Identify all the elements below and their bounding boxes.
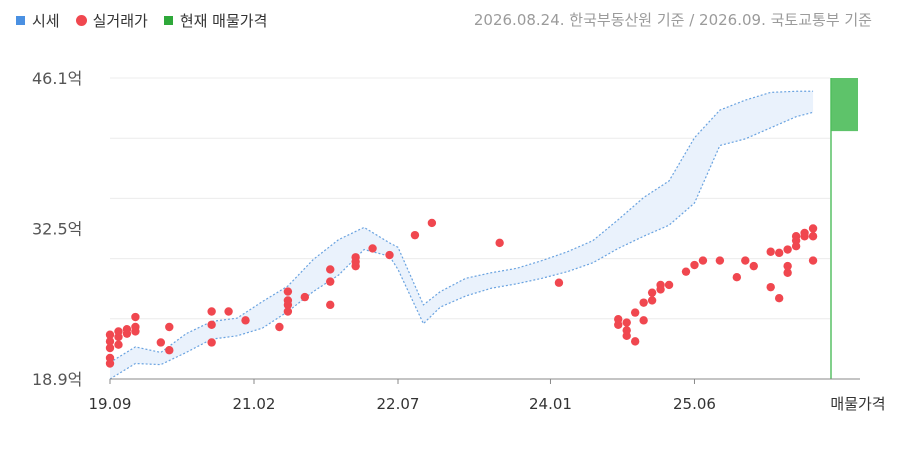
transaction-point <box>224 307 233 316</box>
transaction-point <box>114 340 123 349</box>
axes: 46.1억 32.5억 18.9억 19.09 21.02 22.07 24.01 25.06… <box>32 69 886 413</box>
x-tick-label: 25.06 <box>673 395 716 413</box>
transaction-point <box>647 288 657 297</box>
legend-swatch-listing-price <box>163 15 173 25</box>
transaction-point <box>690 260 699 270</box>
data-source-note: 2026.08.24. 한국부동산원 기준 / 2026.09. 국토교통부 기… <box>473 11 872 29</box>
transaction-point <box>783 268 792 277</box>
x-tick-label: 21.02 <box>233 395 276 413</box>
transaction-point <box>131 312 140 322</box>
transaction-point <box>122 325 132 334</box>
legend-item-listing-price[interactable]: 현재 매물가격 <box>163 10 268 31</box>
transaction-point <box>495 238 504 248</box>
transaction-point <box>275 322 284 332</box>
transaction-point <box>410 230 420 240</box>
transaction-point <box>783 245 792 254</box>
transaction-point <box>808 256 818 265</box>
transaction-point <box>630 308 640 317</box>
transaction-point <box>614 315 623 324</box>
transaction-point <box>622 326 631 335</box>
transaction-point <box>791 232 801 241</box>
x-tick-label: 22.07 <box>377 395 420 413</box>
transaction-point <box>639 298 648 307</box>
transaction-point <box>165 346 174 355</box>
transaction-point <box>283 307 293 316</box>
transaction-point <box>783 261 792 271</box>
transaction-point <box>630 337 640 346</box>
transaction-point <box>207 307 216 316</box>
listing-x-label: 매물가격 <box>830 395 885 413</box>
y-tick-label: 18.9억 <box>32 370 82 389</box>
transaction-point <box>664 280 674 290</box>
market-price-band-area <box>110 91 814 379</box>
transaction-point <box>300 292 310 302</box>
transaction-point <box>427 218 437 228</box>
transaction-point <box>156 338 166 347</box>
x-tick-label: 24.01 <box>529 395 572 413</box>
transaction-point <box>622 318 631 327</box>
transaction-point <box>114 327 123 336</box>
transaction-point <box>207 338 216 347</box>
legend-item-transaction-price[interactable]: 실거래가 <box>75 10 148 31</box>
transaction-point <box>656 280 665 290</box>
transaction-point <box>283 296 293 305</box>
transaction-point <box>283 287 293 296</box>
transaction-point <box>681 267 691 276</box>
legend-swatch-market-price <box>16 15 25 25</box>
transaction-point <box>800 228 809 238</box>
market-price-band-lower <box>109 111 814 380</box>
transaction-point <box>326 277 335 286</box>
transaction-points <box>105 218 818 368</box>
transaction-point <box>351 253 360 262</box>
transaction-point <box>715 256 725 265</box>
transaction-point <box>774 294 784 303</box>
transaction-point <box>105 353 115 363</box>
transaction-point <box>774 248 784 258</box>
y-tick-label: 32.5억 <box>32 220 82 239</box>
legend-item-market-price[interactable]: 시세 <box>16 10 60 31</box>
transaction-point <box>741 256 750 265</box>
transaction-point <box>647 296 657 305</box>
chart-legend: 시세 실거래가 현재 매물가격 <box>16 8 283 32</box>
market-price-band <box>109 90 814 380</box>
current-listing-price <box>830 78 858 379</box>
transaction-point <box>105 343 115 353</box>
transaction-point <box>326 300 335 310</box>
transaction-point <box>131 322 140 332</box>
legend-label-market-price: 시세 <box>32 11 60 30</box>
legend-label-listing-price: 현재 매물가격 <box>179 11 268 30</box>
listing-price-bar <box>831 78 858 132</box>
transaction-point <box>385 250 394 260</box>
transaction-point <box>698 256 708 265</box>
transaction-point <box>105 337 115 346</box>
transaction-point <box>105 330 115 339</box>
y-tick-label: 46.1억 <box>32 69 82 88</box>
transaction-point <box>766 282 775 292</box>
transaction-point <box>766 247 775 256</box>
transaction-point <box>241 316 250 325</box>
x-tick-label: 19.09 <box>89 395 132 413</box>
transaction-point <box>368 244 377 253</box>
transaction-point <box>732 272 742 282</box>
market-price-band-upper <box>109 90 814 363</box>
legend-label-transaction-price: 실거래가 <box>92 11 148 30</box>
transaction-point <box>808 232 818 241</box>
transaction-point <box>165 322 174 332</box>
transaction-point <box>207 320 216 329</box>
transaction-point <box>808 224 818 233</box>
legend-swatch-transaction-price <box>75 14 87 26</box>
transaction-point <box>639 316 648 325</box>
transaction-point <box>554 278 564 287</box>
transaction-point <box>749 261 758 271</box>
transaction-point <box>326 265 335 274</box>
